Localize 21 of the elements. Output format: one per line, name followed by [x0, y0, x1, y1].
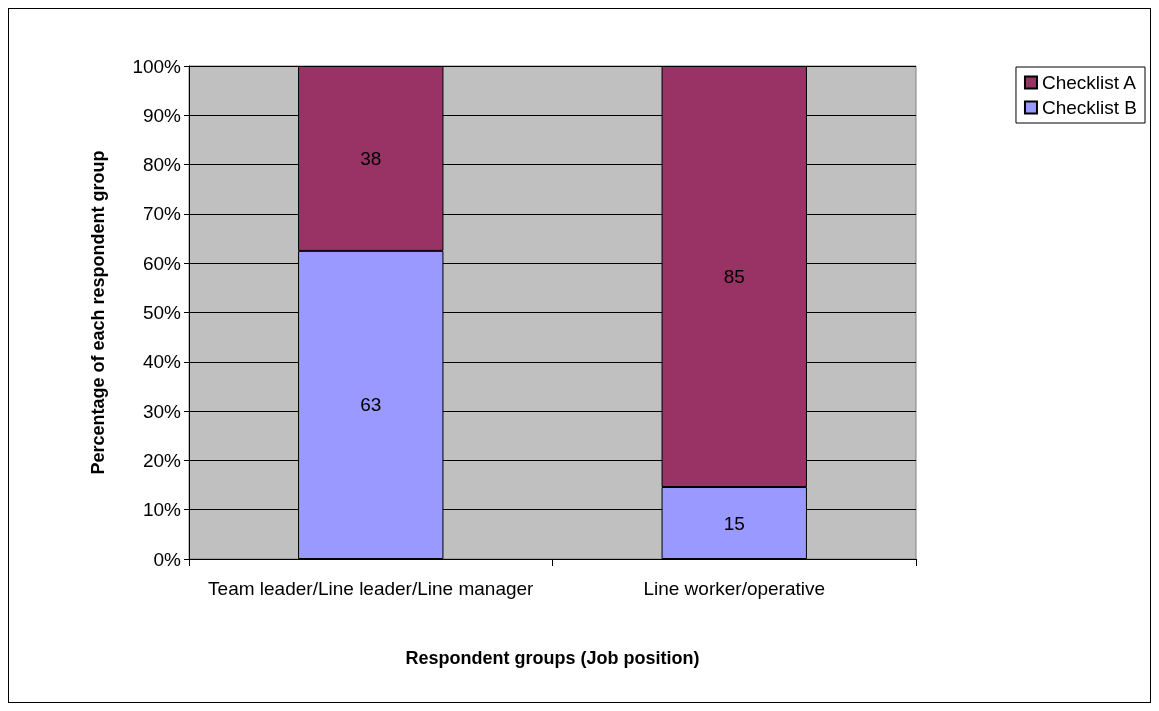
y-axis-title: Percentage of each respondent group [88, 150, 108, 475]
legend-label: Checklist B [1041, 97, 1137, 118]
y-tick-label: 90% [142, 104, 182, 126]
legend-label: Checklist A [1041, 72, 1137, 93]
data-label: 38 [360, 147, 382, 169]
y-tick-label: 80% [142, 154, 182, 176]
data-label: 63 [360, 394, 382, 416]
y-tick-label: 30% [142, 400, 182, 422]
data-label: 15 [723, 512, 745, 534]
y-tick-label: 40% [142, 351, 182, 373]
y-tick-label: 20% [142, 449, 182, 471]
y-tick-label: 100% [132, 55, 182, 77]
y-tick-label: 70% [142, 203, 182, 225]
x-tick-label: Team leader/Line leader/Line manager [208, 578, 535, 599]
x-axis-title: Respondent groups (Job position) [405, 648, 700, 668]
y-tick-label: 50% [142, 302, 182, 323]
y-tick-label: 0% [153, 548, 182, 570]
y-tick-label: 60% [142, 252, 182, 274]
x-tick-label: Line worker/operative [643, 578, 826, 599]
y-tick-label: 10% [142, 499, 182, 521]
data-label: 85 [723, 266, 745, 288]
